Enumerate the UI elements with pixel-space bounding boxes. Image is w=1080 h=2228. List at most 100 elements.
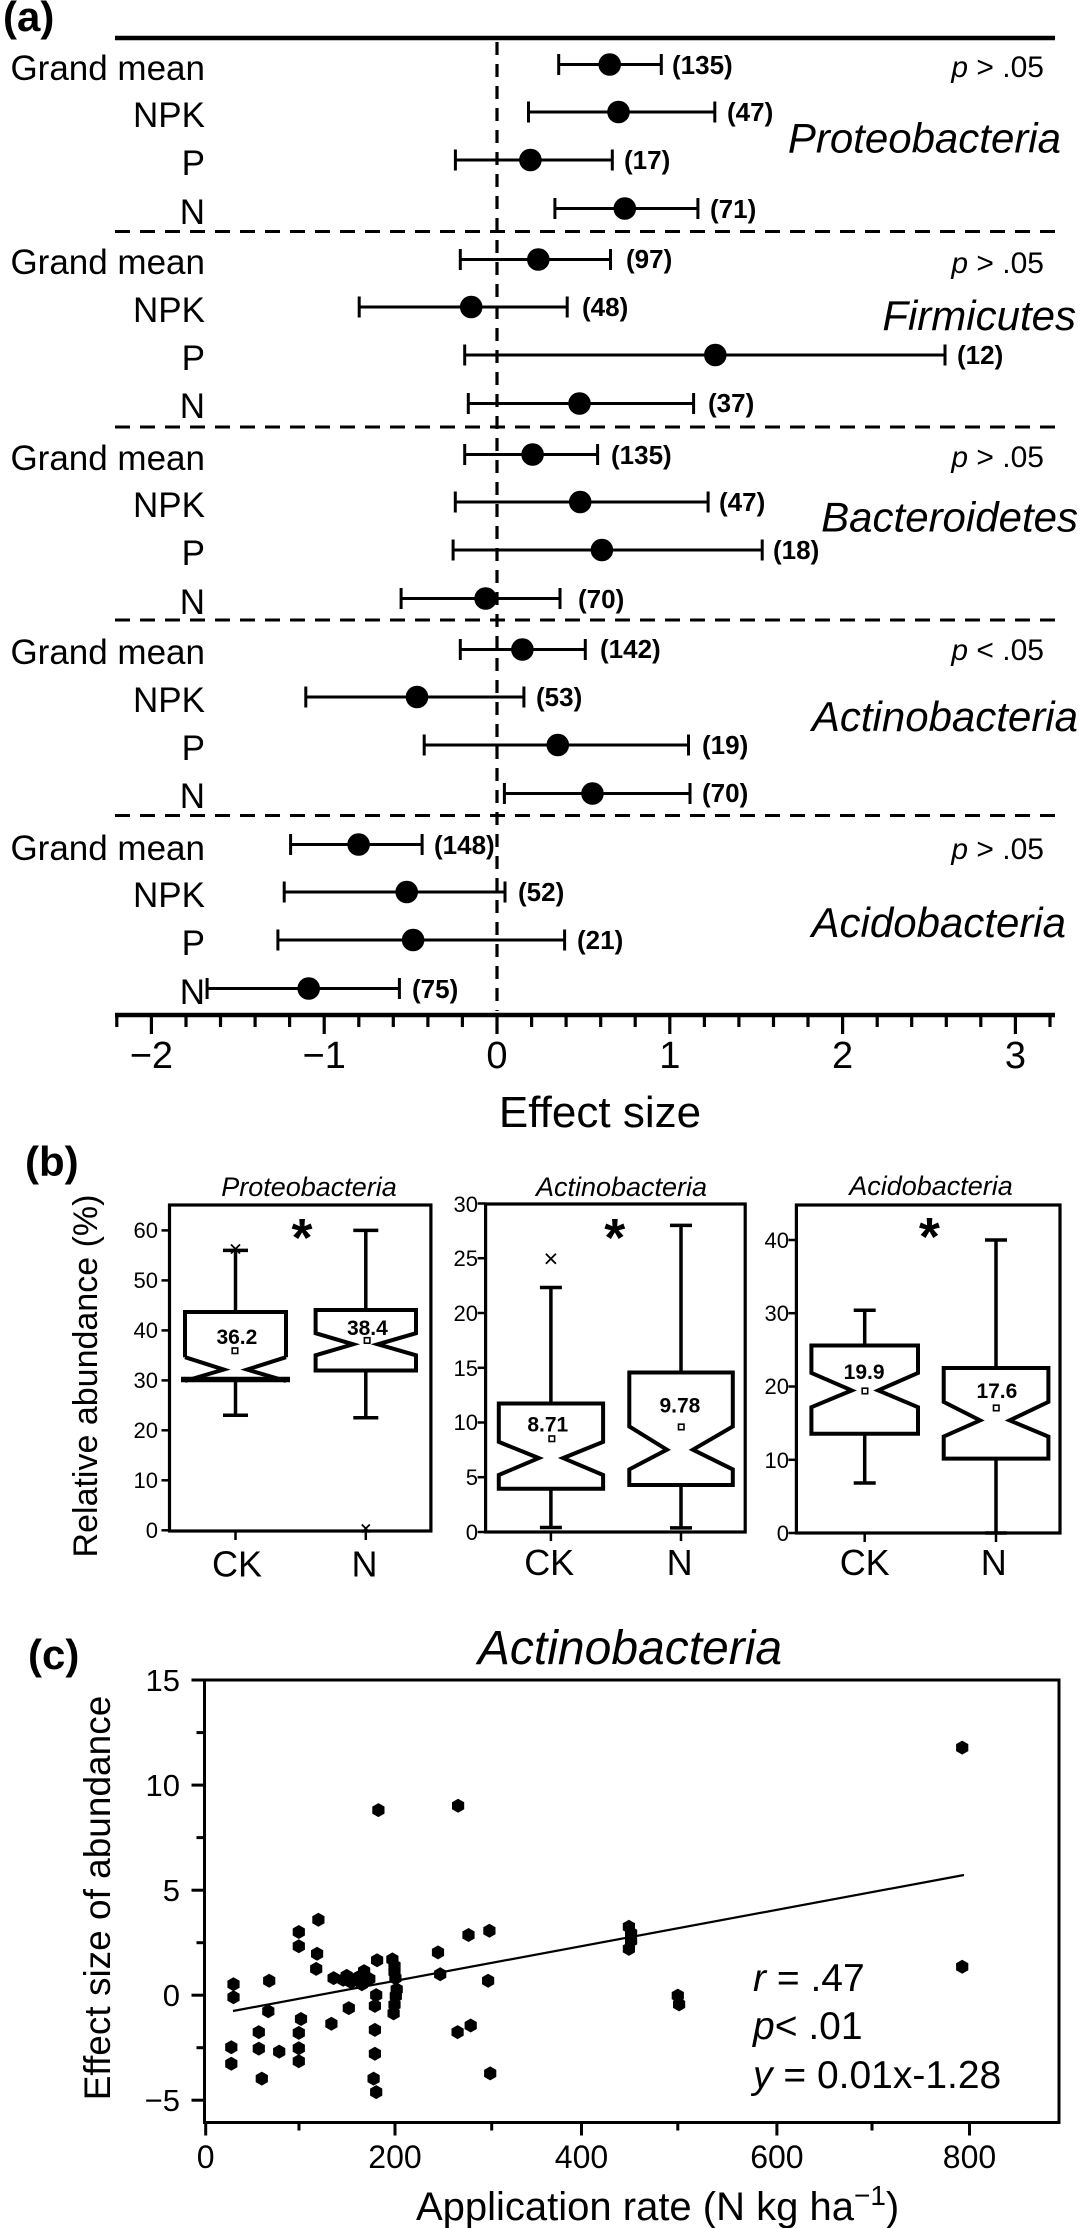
svg-text:30: 30 (765, 1301, 789, 1326)
svg-text:Effect size of abundance: Effect size of abundance (77, 1696, 118, 2101)
svg-text:200: 200 (368, 2139, 421, 2175)
svg-text:10: 10 (134, 1468, 158, 1493)
svg-text:p < .05: p < .05 (950, 634, 1044, 667)
svg-text:Relative abundance (%): Relative abundance (%) (67, 1195, 105, 1558)
svg-text:Firmicutes: Firmicutes (882, 292, 1076, 339)
svg-text:N: N (180, 387, 205, 426)
svg-text:Grand mean: Grand mean (10, 439, 205, 478)
svg-text:Actinobacteria: Actinobacteria (534, 1172, 707, 1202)
svg-text:(135): (135) (611, 440, 672, 470)
svg-text:P: P (182, 924, 205, 963)
svg-text:P: P (182, 729, 205, 768)
svg-text:Grand mean: Grand mean (10, 633, 205, 672)
svg-text:Grand mean: Grand mean (10, 49, 205, 88)
svg-text:1: 1 (659, 1035, 680, 1077)
svg-text:Grand mean: Grand mean (10, 829, 205, 868)
svg-text:19.9: 19.9 (844, 1361, 885, 1384)
svg-text:5: 5 (466, 1465, 478, 1490)
svg-text:(71): (71) (710, 194, 756, 224)
svg-text:40: 40 (134, 1318, 158, 1343)
svg-text:CK: CK (212, 1544, 262, 1585)
svg-text:P: P (182, 534, 205, 573)
svg-text:2: 2 (832, 1035, 853, 1077)
svg-text:20: 20 (134, 1418, 158, 1443)
svg-text:(18): (18) (773, 535, 819, 565)
svg-text:15: 15 (146, 1663, 180, 1698)
svg-text:−5: −5 (145, 2083, 180, 2118)
svg-text:(142): (142) (600, 634, 661, 664)
svg-text:600: 600 (750, 2139, 803, 2175)
svg-text:10: 10 (454, 1410, 478, 1435)
svg-text:(c): (c) (28, 1631, 79, 1678)
svg-text:0: 0 (777, 1521, 789, 1546)
svg-text:N: N (667, 1542, 693, 1583)
svg-text:30: 30 (134, 1368, 158, 1393)
svg-text:Acidobacteria: Acidobacteria (847, 1171, 1013, 1201)
svg-text:8.71: 8.71 (527, 1413, 568, 1436)
svg-text:(70): (70) (702, 778, 748, 808)
svg-text:Bacteroidetes: Bacteroidetes (821, 494, 1078, 541)
svg-text:(b): (b) (25, 1138, 79, 1185)
svg-text:(135): (135) (672, 50, 733, 80)
svg-text:NPK: NPK (133, 876, 205, 915)
svg-text:(47): (47) (719, 487, 765, 517)
svg-text:Effect size: Effect size (499, 1088, 701, 1137)
svg-text:NPK: NPK (133, 486, 205, 525)
svg-text:60: 60 (134, 1218, 158, 1243)
svg-text:N: N (180, 193, 205, 232)
svg-text:(19): (19) (702, 730, 748, 760)
svg-text:CK: CK (840, 1542, 890, 1583)
svg-text:(75): (75) (412, 974, 458, 1004)
svg-text:NPK: NPK (133, 681, 205, 720)
svg-text:*: * (291, 1208, 312, 1268)
svg-text:50: 50 (134, 1268, 158, 1293)
svg-text:(17): (17) (624, 145, 670, 175)
svg-text:9.78: 9.78 (659, 1395, 700, 1418)
svg-text:10: 10 (146, 1768, 180, 1803)
svg-text:Actinobacteria: Actinobacteria (475, 1622, 782, 1675)
svg-text:Grand mean: Grand mean (10, 243, 205, 282)
svg-text:−2: −2 (130, 1035, 173, 1077)
svg-text:3: 3 (1005, 1035, 1026, 1077)
svg-text:p > .05: p > .05 (950, 247, 1044, 280)
svg-text:Actinobacteria: Actinobacteria (809, 693, 1078, 740)
svg-text:(97): (97) (626, 244, 672, 274)
svg-text:(12): (12) (957, 340, 1003, 370)
svg-text:NPK: NPK (133, 291, 205, 330)
svg-text:(21): (21) (577, 925, 623, 955)
svg-text:400: 400 (555, 2139, 608, 2175)
svg-text:0: 0 (486, 1035, 507, 1077)
svg-text:20: 20 (454, 1301, 478, 1326)
svg-text:p > .05: p > .05 (950, 441, 1044, 474)
svg-text:800: 800 (943, 2139, 996, 2175)
svg-text:N: N (352, 1544, 378, 1585)
svg-text:15: 15 (454, 1356, 478, 1381)
svg-text:P: P (182, 144, 205, 183)
svg-text:Application rate (N kg ha−1): Application rate (N kg ha−1) (416, 2180, 899, 2228)
svg-text:(52): (52) (518, 877, 564, 907)
svg-text:−1: −1 (303, 1035, 346, 1077)
svg-text:36.2: 36.2 (216, 1326, 257, 1349)
svg-text:Acidobacteria: Acidobacteria (809, 899, 1066, 946)
svg-text:38.4: 38.4 (347, 1317, 388, 1340)
svg-text:N: N (180, 583, 205, 622)
svg-text:(48): (48) (582, 292, 628, 322)
svg-text:p > .05: p > .05 (950, 833, 1044, 866)
svg-text:(37): (37) (708, 388, 754, 418)
svg-text:(a): (a) (3, 0, 54, 40)
svg-text:CK: CK (524, 1542, 574, 1583)
svg-text:N: N (180, 973, 205, 1012)
svg-text:(53): (53) (536, 682, 582, 712)
svg-text:*: * (604, 1208, 625, 1268)
svg-text:40: 40 (765, 1228, 789, 1253)
svg-text:*: * (919, 1207, 940, 1267)
svg-text:N: N (981, 1542, 1007, 1583)
svg-text:NPK: NPK (133, 96, 205, 135)
svg-text:30: 30 (454, 1192, 478, 1217)
svg-text:(70): (70) (578, 584, 624, 614)
svg-text:17.6: 17.6 (976, 1380, 1017, 1403)
svg-text:(148): (148) (434, 830, 495, 860)
svg-text:0: 0 (466, 1520, 478, 1545)
svg-text:25: 25 (454, 1246, 478, 1271)
svg-text:P: P (182, 339, 205, 378)
